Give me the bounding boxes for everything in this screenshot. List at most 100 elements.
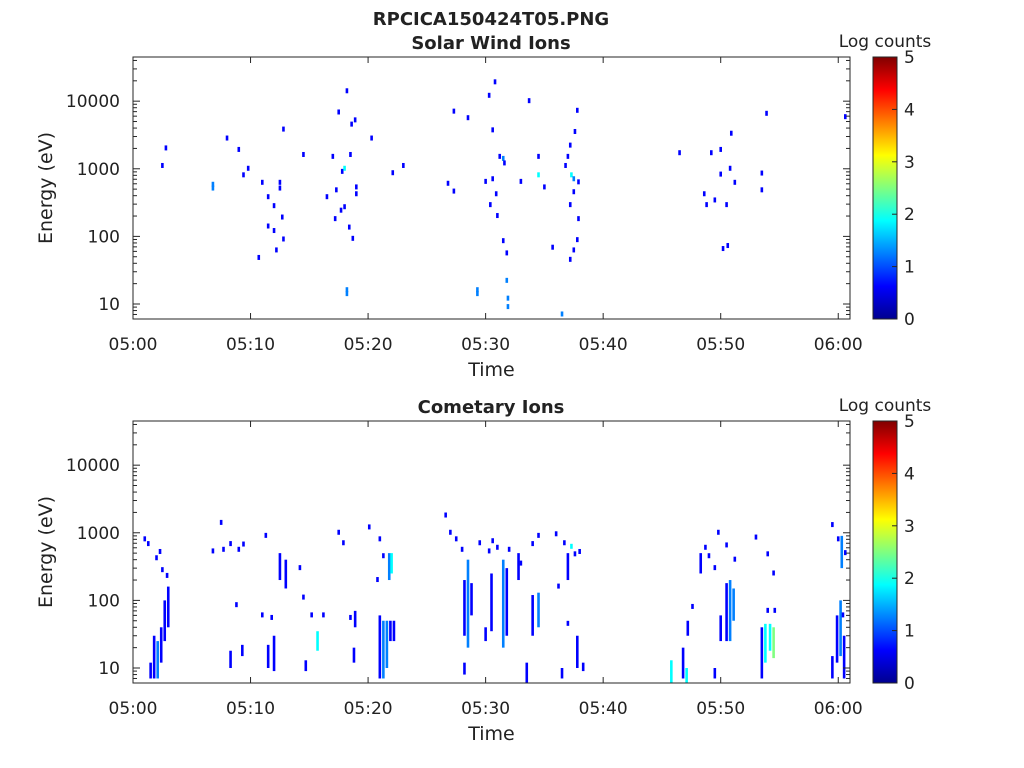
data-streak <box>505 568 509 636</box>
data-cell <box>478 540 482 546</box>
data-cell <box>527 98 531 104</box>
x-tick-label: 05:10 <box>226 335 275 355</box>
data-cell <box>519 560 523 566</box>
data-cell <box>161 567 164 573</box>
data-cell <box>491 127 494 133</box>
x-tick-label: 05:30 <box>461 335 510 355</box>
data-streak <box>839 600 842 657</box>
data-cell <box>350 121 353 127</box>
data-streak <box>163 600 167 642</box>
x-tick-label: 05:50 <box>696 335 745 355</box>
data-streak <box>166 586 170 628</box>
data-cell <box>713 197 717 203</box>
data-cell <box>146 541 150 547</box>
data-cell <box>266 194 270 200</box>
data-cell <box>496 544 499 550</box>
data-cell <box>503 160 506 166</box>
y-tick-label: 10000 <box>66 92 120 112</box>
data-cell <box>707 553 711 559</box>
data-streak <box>385 620 389 668</box>
data-cell <box>576 107 579 113</box>
data-cell <box>337 529 340 535</box>
data-cell <box>342 540 345 546</box>
data-cell <box>754 534 758 540</box>
data-streak <box>670 660 673 683</box>
data-cell <box>531 541 534 547</box>
data-cell <box>491 176 494 182</box>
y-tick-label: 10 <box>98 295 120 315</box>
data-streak <box>728 580 732 642</box>
colorbar-tick-label: 0 <box>904 674 915 694</box>
data-cell <box>280 214 284 220</box>
data-cell <box>573 551 577 557</box>
data-cell <box>339 207 343 213</box>
colorbar-tick-label: 3 <box>904 153 915 173</box>
colorbar-tick-label: 2 <box>904 569 915 589</box>
data-streak <box>840 535 844 569</box>
data-cell <box>266 223 270 229</box>
data-streak <box>686 620 690 636</box>
data-streak <box>266 644 270 668</box>
data-cell <box>728 165 732 171</box>
data-cell <box>335 187 338 193</box>
colorbar-tick-label: 4 <box>904 464 915 484</box>
data-cell <box>563 540 566 546</box>
colorbar-tick-label: 0 <box>904 310 915 330</box>
data-cell <box>225 135 229 141</box>
data-streak <box>352 647 356 663</box>
data-cell <box>391 170 395 176</box>
data-streak <box>732 588 735 621</box>
data-cell <box>353 117 357 123</box>
data-cell <box>325 194 329 200</box>
data-cell <box>270 614 273 620</box>
data-cell <box>704 544 707 550</box>
data-cell <box>537 532 540 538</box>
data-cell <box>211 548 215 554</box>
data-cell <box>560 311 564 317</box>
data-cell <box>721 246 725 252</box>
x-tick-label: 05:10 <box>226 699 275 719</box>
colorbar-tick-label: 1 <box>904 622 915 642</box>
data-cell <box>476 287 479 293</box>
data-cell <box>278 179 282 185</box>
data-cell <box>551 244 554 250</box>
data-cell <box>237 546 241 552</box>
data-streak <box>517 553 520 581</box>
data-streak <box>713 668 717 679</box>
data-streak <box>390 553 393 574</box>
data-cell <box>725 202 728 208</box>
colorbar <box>872 420 898 684</box>
data-streak <box>772 627 775 659</box>
x-tick-label: 05:40 <box>579 699 628 719</box>
data-cell <box>275 247 278 253</box>
data-cell <box>449 529 452 535</box>
data-cell <box>568 142 572 148</box>
x-tick-label: 05:00 <box>109 699 158 719</box>
x-tick-label: 05:40 <box>579 335 628 355</box>
data-cell <box>378 536 382 542</box>
plot-frame <box>132 56 851 320</box>
data-streak <box>387 553 391 581</box>
colorbar-tick-label: 5 <box>904 48 915 68</box>
data-cell <box>343 204 346 210</box>
data-cell <box>211 185 215 191</box>
y-tick-label: 1000 <box>77 160 120 180</box>
y-tick-label: 10000 <box>66 456 120 476</box>
x-tick-label: 05:20 <box>344 335 393 355</box>
data-cell <box>496 213 499 219</box>
data-cell <box>717 529 720 535</box>
x-tick-label: 06:00 <box>814 335 863 355</box>
data-cell <box>577 179 580 185</box>
data-cell <box>484 178 487 184</box>
colorbar-tick-label: 5 <box>904 412 915 432</box>
data-streak <box>525 662 529 683</box>
data-cell <box>161 162 164 168</box>
x-axis-label: Time <box>467 359 515 381</box>
colorbar-tick-label: 3 <box>904 517 915 537</box>
data-cell <box>257 254 261 260</box>
data-streak <box>719 615 722 642</box>
x-tick-label: 05:20 <box>344 699 393 719</box>
data-cell <box>572 176 576 182</box>
data-cell <box>844 114 847 120</box>
